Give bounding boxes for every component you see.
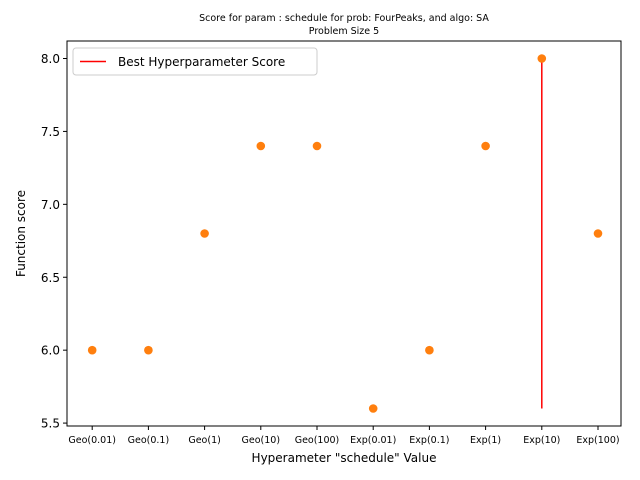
y-tick-label: 8.0 <box>41 52 60 66</box>
x-tick-label: Geo(1) <box>188 435 220 446</box>
data-point <box>87 345 97 355</box>
y-tick-label: 6.5 <box>41 271 60 285</box>
y-axis-label: Function score <box>14 190 28 277</box>
chart-title-line1: Score for param : schedule for prob: Fou… <box>199 13 489 24</box>
x-tick-label: Geo(100) <box>295 435 340 446</box>
x-tick-label: Exp(0.1) <box>409 435 449 446</box>
x-tick-label: Geo(0.1) <box>128 435 170 446</box>
y-tick-label: 6.0 <box>41 344 60 358</box>
data-point <box>425 345 434 355</box>
plot-area <box>66 40 622 427</box>
points-layer <box>87 54 603 413</box>
data-point <box>368 404 378 413</box>
y-tick-label: 7.5 <box>41 125 60 139</box>
data-point <box>481 141 490 151</box>
data-point <box>200 229 209 238</box>
legend: Best Hyperparameter Score <box>72 47 318 76</box>
data-point <box>537 54 547 63</box>
data-point <box>312 141 322 151</box>
data-point <box>144 345 153 355</box>
legend-box <box>72 47 318 76</box>
x-tick-label: Exp(0.01) <box>350 435 396 446</box>
x-tick-label: Exp(10) <box>523 435 560 446</box>
x-tick-label: Geo(10) <box>242 435 281 446</box>
x-tick-label: Geo(0.01) <box>68 435 116 446</box>
y-tick-label: 7.0 <box>41 198 60 212</box>
y-tick-label: 5.5 <box>41 417 60 431</box>
data-point <box>593 229 603 238</box>
data-point <box>256 141 266 151</box>
chart-title-line2: Problem Size 5 <box>309 26 379 37</box>
x-tick-label: Exp(100) <box>576 435 619 446</box>
x-tick-label: Exp(1) <box>470 435 501 446</box>
legend-label: Best Hyperparameter Score <box>118 55 285 69</box>
x-axis: Geo(0.01) Geo(0.1) Geo(1) Geo(10) Geo(100) Ex… <box>68 426 620 446</box>
x-axis-label: Hyperameter "schedule" Value <box>252 451 437 465</box>
y-axis: 5.5 6.0 6.5 7.0 7.5 8.0 <box>41 52 67 431</box>
